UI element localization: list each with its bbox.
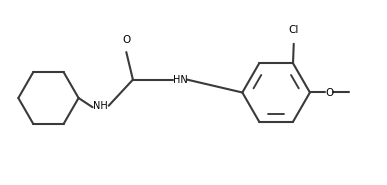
Text: O: O bbox=[325, 88, 333, 97]
Text: Cl: Cl bbox=[289, 25, 299, 35]
Text: NH: NH bbox=[93, 101, 108, 111]
Text: HN: HN bbox=[173, 75, 187, 85]
Text: O: O bbox=[122, 35, 130, 45]
